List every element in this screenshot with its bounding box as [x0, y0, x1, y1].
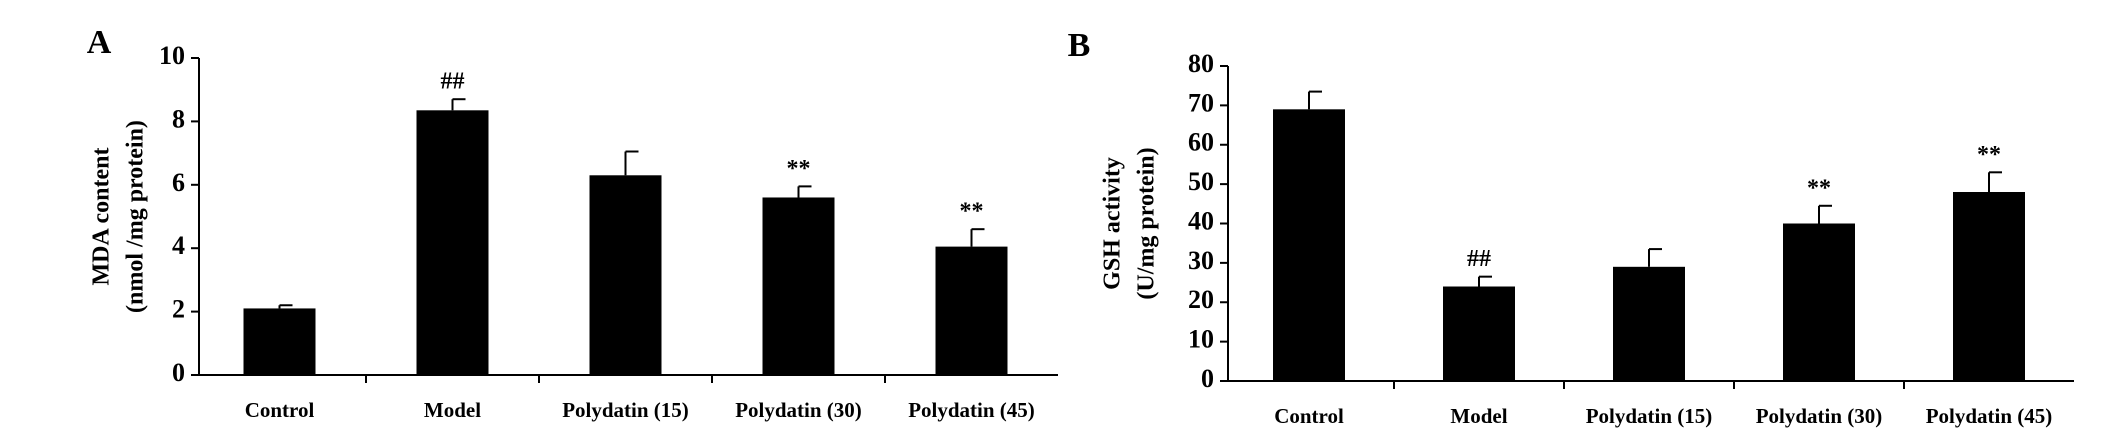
annotation: ## [441, 69, 465, 95]
y-tick-label: 20 [1188, 285, 1214, 314]
annotation: ** [1977, 142, 2001, 168]
annotation: ## [1467, 246, 1491, 272]
y-tick-label: 80 [1188, 49, 1214, 78]
bar [1613, 266, 1685, 381]
panel-label: B [1068, 27, 1091, 64]
y-tick-label: 6 [172, 168, 185, 197]
bar [243, 308, 316, 375]
x-tick-label: Control [245, 398, 315, 422]
y-axis-label: (U/mg protein) [1134, 147, 1160, 299]
x-tick-label: Model [424, 398, 481, 422]
bar [589, 175, 662, 375]
bar [416, 110, 489, 376]
x-tick-label: Polydatin (15) [562, 398, 689, 422]
x-tick-label: Polydatin (45) [1926, 404, 2053, 428]
y-axis-label: (nmol /mg protein) [123, 120, 149, 313]
y-axis-label: MDA content [89, 148, 115, 286]
y-tick-label: 10 [159, 41, 185, 70]
bar [1953, 192, 2025, 381]
annotation: ** [960, 199, 984, 225]
y-axis-label: GSH activity [1100, 157, 1126, 290]
bar [1443, 286, 1515, 381]
x-tick-label: Polydatin (30) [1756, 404, 1883, 428]
y-tick-label: 40 [1188, 206, 1214, 235]
y-tick-label: 10 [1188, 325, 1214, 354]
panel-label: A [87, 24, 112, 61]
y-tick-label: 70 [1188, 88, 1214, 117]
y-tick-label: 4 [172, 231, 185, 260]
y-tick-label: 8 [172, 104, 185, 133]
y-tick-label: 0 [1201, 364, 1214, 393]
y-tick-label: 50 [1188, 167, 1214, 196]
x-tick-label: Model [1450, 404, 1507, 428]
x-tick-label: Polydatin (15) [1586, 404, 1713, 428]
bar [1273, 109, 1345, 381]
bar [762, 197, 835, 375]
y-tick-label: 30 [1188, 246, 1214, 275]
y-tick-label: 60 [1188, 128, 1214, 157]
y-tick-label: 0 [172, 358, 185, 387]
y-tick-label: 2 [172, 295, 185, 324]
x-tick-label: Control [1274, 404, 1344, 428]
x-tick-label: Polydatin (45) [908, 398, 1035, 422]
bar [1783, 223, 1855, 381]
annotation: ** [787, 156, 811, 182]
annotation: ** [1807, 175, 1831, 201]
x-tick-label: Polydatin (30) [735, 398, 862, 422]
bar [935, 246, 1008, 375]
